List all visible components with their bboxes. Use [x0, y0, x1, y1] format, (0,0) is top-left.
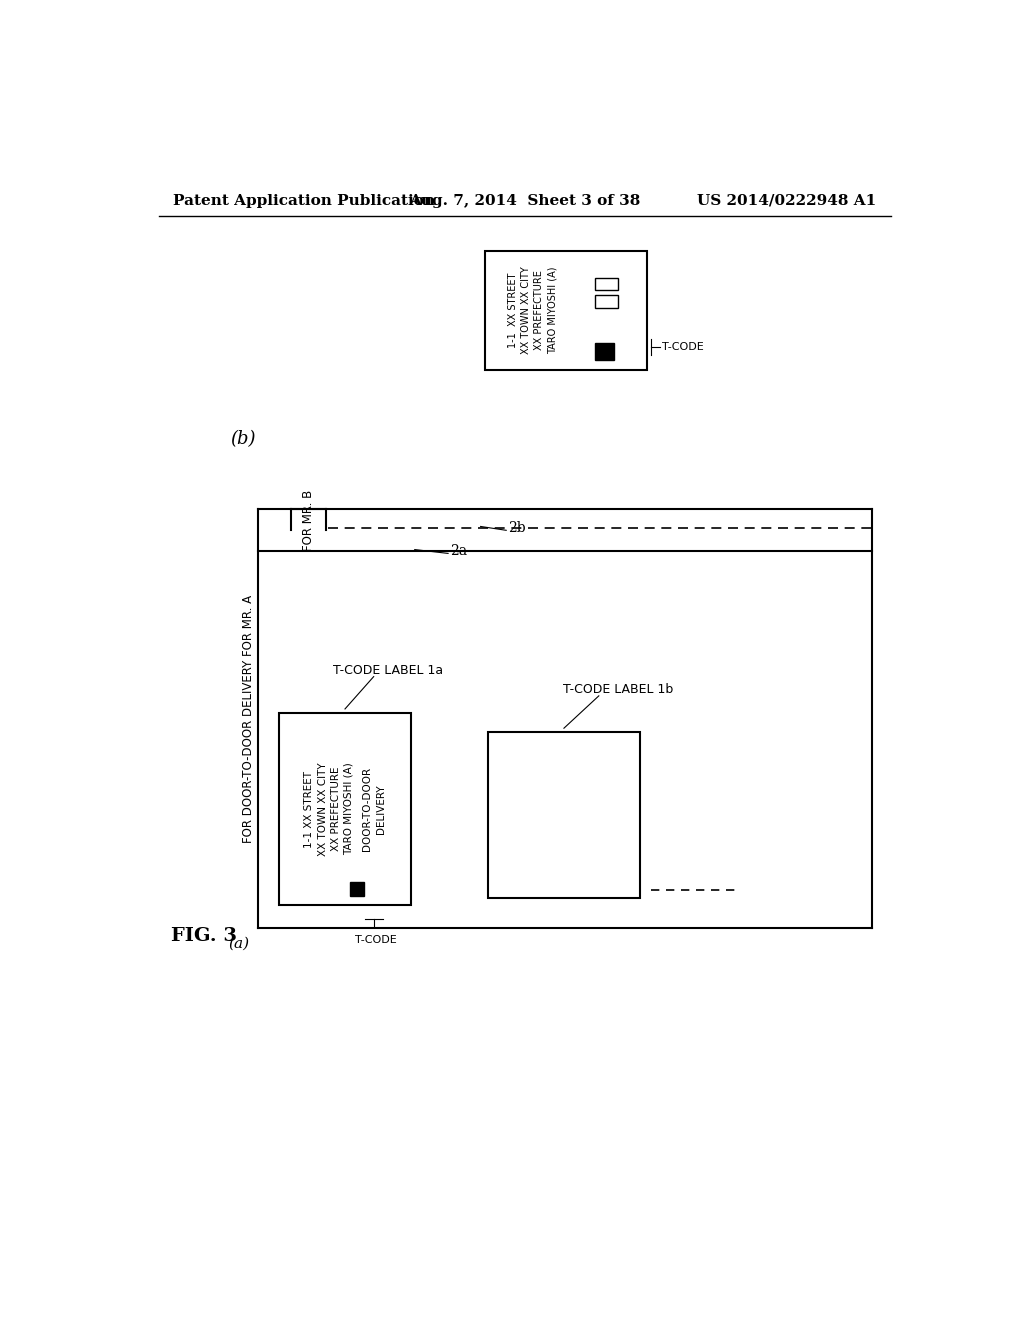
Text: 2b: 2b [508, 521, 525, 535]
Bar [595, 343, 614, 360]
Bar [488, 733, 640, 898]
Text: Patent Application Publication: Patent Application Publication [173, 194, 435, 207]
Text: 1-1  XX STREET
XX TOWN XX CITY
XX PREFECTURE
TARO MIYOSHI (A): 1-1 XX STREET XX TOWN XX CITY XX PREFECT… [508, 267, 557, 354]
Text: 2a: 2a [450, 544, 467, 558]
Text: US 2014/0222948 A1: US 2014/0222948 A1 [697, 194, 877, 207]
Bar [350, 882, 365, 896]
Bar [280, 713, 411, 906]
Text: T-CODE: T-CODE [354, 935, 396, 945]
Text: (a): (a) [228, 937, 250, 950]
Bar [595, 277, 617, 290]
Bar [595, 296, 617, 308]
Bar [484, 251, 647, 370]
Text: 1-1 XX STREET
XX TOWN XX CITY
XX PREFECTURE
TARO MIYOSHI (A): 1-1 XX STREET XX TOWN XX CITY XX PREFECT… [304, 762, 354, 855]
Text: Aug. 7, 2014  Sheet 3 of 38: Aug. 7, 2014 Sheet 3 of 38 [410, 194, 640, 207]
Text: T-CODE LABEL 1b: T-CODE LABEL 1b [563, 684, 674, 696]
Text: (b): (b) [230, 430, 255, 449]
Text: DOOR-TO-DOOR
DELIVERY: DOOR-TO-DOOR DELIVERY [362, 767, 386, 851]
Text: T-CODE: T-CODE [662, 342, 703, 352]
Text: FOR DOOR-TO-DOOR DELIVERY FOR MR. A: FOR DOOR-TO-DOOR DELIVERY FOR MR. A [243, 594, 255, 842]
Text: FOR MR. B: FOR MR. B [302, 490, 315, 550]
Text: FIG. 3: FIG. 3 [171, 927, 237, 945]
Text: T-CODE LABEL 1a: T-CODE LABEL 1a [333, 664, 442, 677]
